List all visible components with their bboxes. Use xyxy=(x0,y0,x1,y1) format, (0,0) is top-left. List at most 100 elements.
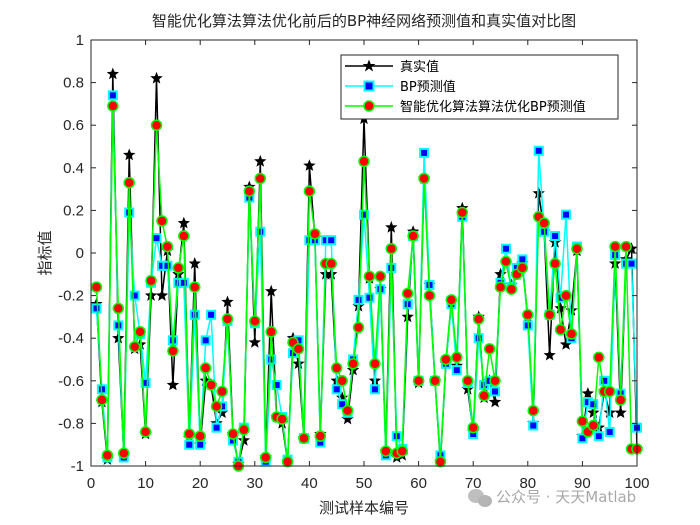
star-marker-icon xyxy=(565,304,578,316)
circle-marker-icon xyxy=(423,289,436,302)
star-marker-icon xyxy=(336,391,349,404)
circle-marker-icon xyxy=(347,358,359,370)
star-marker-icon xyxy=(188,257,201,269)
circle-marker-icon xyxy=(194,430,206,442)
circle-marker-icon xyxy=(461,375,474,387)
square-marker-icon xyxy=(326,235,337,246)
y-tick-label: 0.8 xyxy=(63,75,84,92)
circle-marker-icon xyxy=(445,294,458,306)
star-marker-icon xyxy=(150,71,163,84)
square-marker-icon xyxy=(184,439,195,450)
square-marker-icon xyxy=(577,433,588,444)
y-tick-label: 1 xyxy=(76,32,84,49)
circle-marker-icon xyxy=(325,257,337,270)
circle-marker-icon xyxy=(614,394,627,406)
circle-marker-icon xyxy=(609,240,621,253)
y-tick-label: -0.6 xyxy=(58,373,84,390)
y-tick-label: 0 xyxy=(76,245,84,262)
square-marker-icon xyxy=(626,258,637,269)
star-marker-icon xyxy=(177,216,190,229)
square-marker-icon xyxy=(129,290,140,301)
circle-marker-icon xyxy=(352,321,365,334)
circle-marker-icon xyxy=(603,385,616,398)
series-layer xyxy=(90,67,644,472)
x-tick-label: 60 xyxy=(410,475,427,492)
square-marker-icon xyxy=(500,243,511,254)
square-marker-icon xyxy=(189,309,200,320)
star-marker-icon xyxy=(303,159,316,171)
circle-marker-icon xyxy=(500,255,512,268)
x-tick-label: 40 xyxy=(301,475,318,492)
circle-marker-icon xyxy=(494,281,507,293)
y-tick-label: 0.2 xyxy=(63,202,84,219)
axis-ticks: 0 10 20 30 40 50 60 70 80 90 100-1-0.8-0.6-0.4-0.2… xyxy=(58,32,649,492)
square-marker-icon xyxy=(91,303,102,314)
circle-marker-icon xyxy=(101,449,114,462)
circle-marker-icon xyxy=(167,345,179,357)
star-marker-icon xyxy=(362,59,376,72)
circle-marker-icon xyxy=(139,426,152,438)
circle-marker-icon xyxy=(483,343,496,355)
square-marker-icon xyxy=(593,431,604,442)
circle-marker-icon xyxy=(412,375,425,387)
circle-marker-icon xyxy=(259,451,272,464)
y-tick-label: -0.8 xyxy=(58,415,84,432)
star-marker-icon xyxy=(237,433,251,446)
x-axis-label: 测试样本编号 xyxy=(319,499,409,517)
square-marker-icon xyxy=(490,386,501,397)
legend-label-bp: BP预测值 xyxy=(400,79,456,95)
y-tick-label: -0.4 xyxy=(58,330,84,347)
circle-marker-icon xyxy=(107,100,119,112)
x-tick-label: 0 xyxy=(87,475,95,492)
circle-marker-icon xyxy=(183,428,196,440)
circle-marker-icon xyxy=(396,445,408,457)
circle-marker-icon xyxy=(385,242,398,255)
x-tick-label: 80 xyxy=(519,475,536,492)
star-marker-icon xyxy=(532,186,545,199)
circle-marker-icon xyxy=(128,340,141,353)
watermark-text: 公众号 · 天天Matlab xyxy=(496,488,636,506)
circle-marker-icon xyxy=(434,455,447,468)
circle-marker-icon xyxy=(401,287,414,300)
square-marker-icon xyxy=(206,309,217,320)
circle-marker-icon xyxy=(336,375,348,387)
circle-marker-icon xyxy=(216,385,228,398)
circle-marker-icon xyxy=(298,432,310,445)
circle-marker-icon xyxy=(161,240,174,253)
chart-title: 智能优化算法算法优化前后的BP神经网络预测值和真实值对比图 xyxy=(152,12,576,30)
square-marker-icon xyxy=(331,384,342,395)
circle-marker-icon xyxy=(358,155,370,168)
circle-marker-icon xyxy=(429,375,441,387)
star-marker-icon xyxy=(581,387,594,399)
circle-marker-icon xyxy=(205,379,217,391)
circle-marker-icon xyxy=(565,328,578,340)
circle-marker-icon xyxy=(593,351,605,364)
circle-marker-icon xyxy=(587,419,600,432)
circle-marker-icon xyxy=(472,313,485,325)
square-marker-icon xyxy=(533,145,544,156)
square-marker-icon xyxy=(473,333,484,344)
star-marker-icon xyxy=(123,148,136,161)
circle-marker-icon xyxy=(478,389,490,402)
star-marker-icon xyxy=(385,220,398,233)
circle-marker-icon xyxy=(554,323,567,336)
circle-marker-icon xyxy=(451,351,463,364)
square-marker-icon xyxy=(550,230,561,241)
square-marker-icon xyxy=(588,399,599,410)
circle-marker-icon xyxy=(243,185,256,197)
circle-marker-icon xyxy=(440,353,452,366)
star-marker-icon xyxy=(614,406,627,418)
star-marker-icon xyxy=(488,395,502,408)
circle-marker-icon xyxy=(265,326,277,338)
star-marker-icon xyxy=(254,154,267,167)
square-marker-icon xyxy=(162,260,173,271)
legend-label-optimized: 智能优化算法算法优化BP预测值 xyxy=(400,99,586,115)
circle-marker-icon xyxy=(145,274,157,287)
star-marker-icon xyxy=(166,378,180,391)
circle-marker-icon xyxy=(505,283,518,295)
circle-marker-icon xyxy=(341,404,354,417)
series-2 xyxy=(90,100,643,472)
square-marker-icon xyxy=(151,233,162,244)
watermark: 公众号 · 天天Matlab xyxy=(468,488,636,507)
